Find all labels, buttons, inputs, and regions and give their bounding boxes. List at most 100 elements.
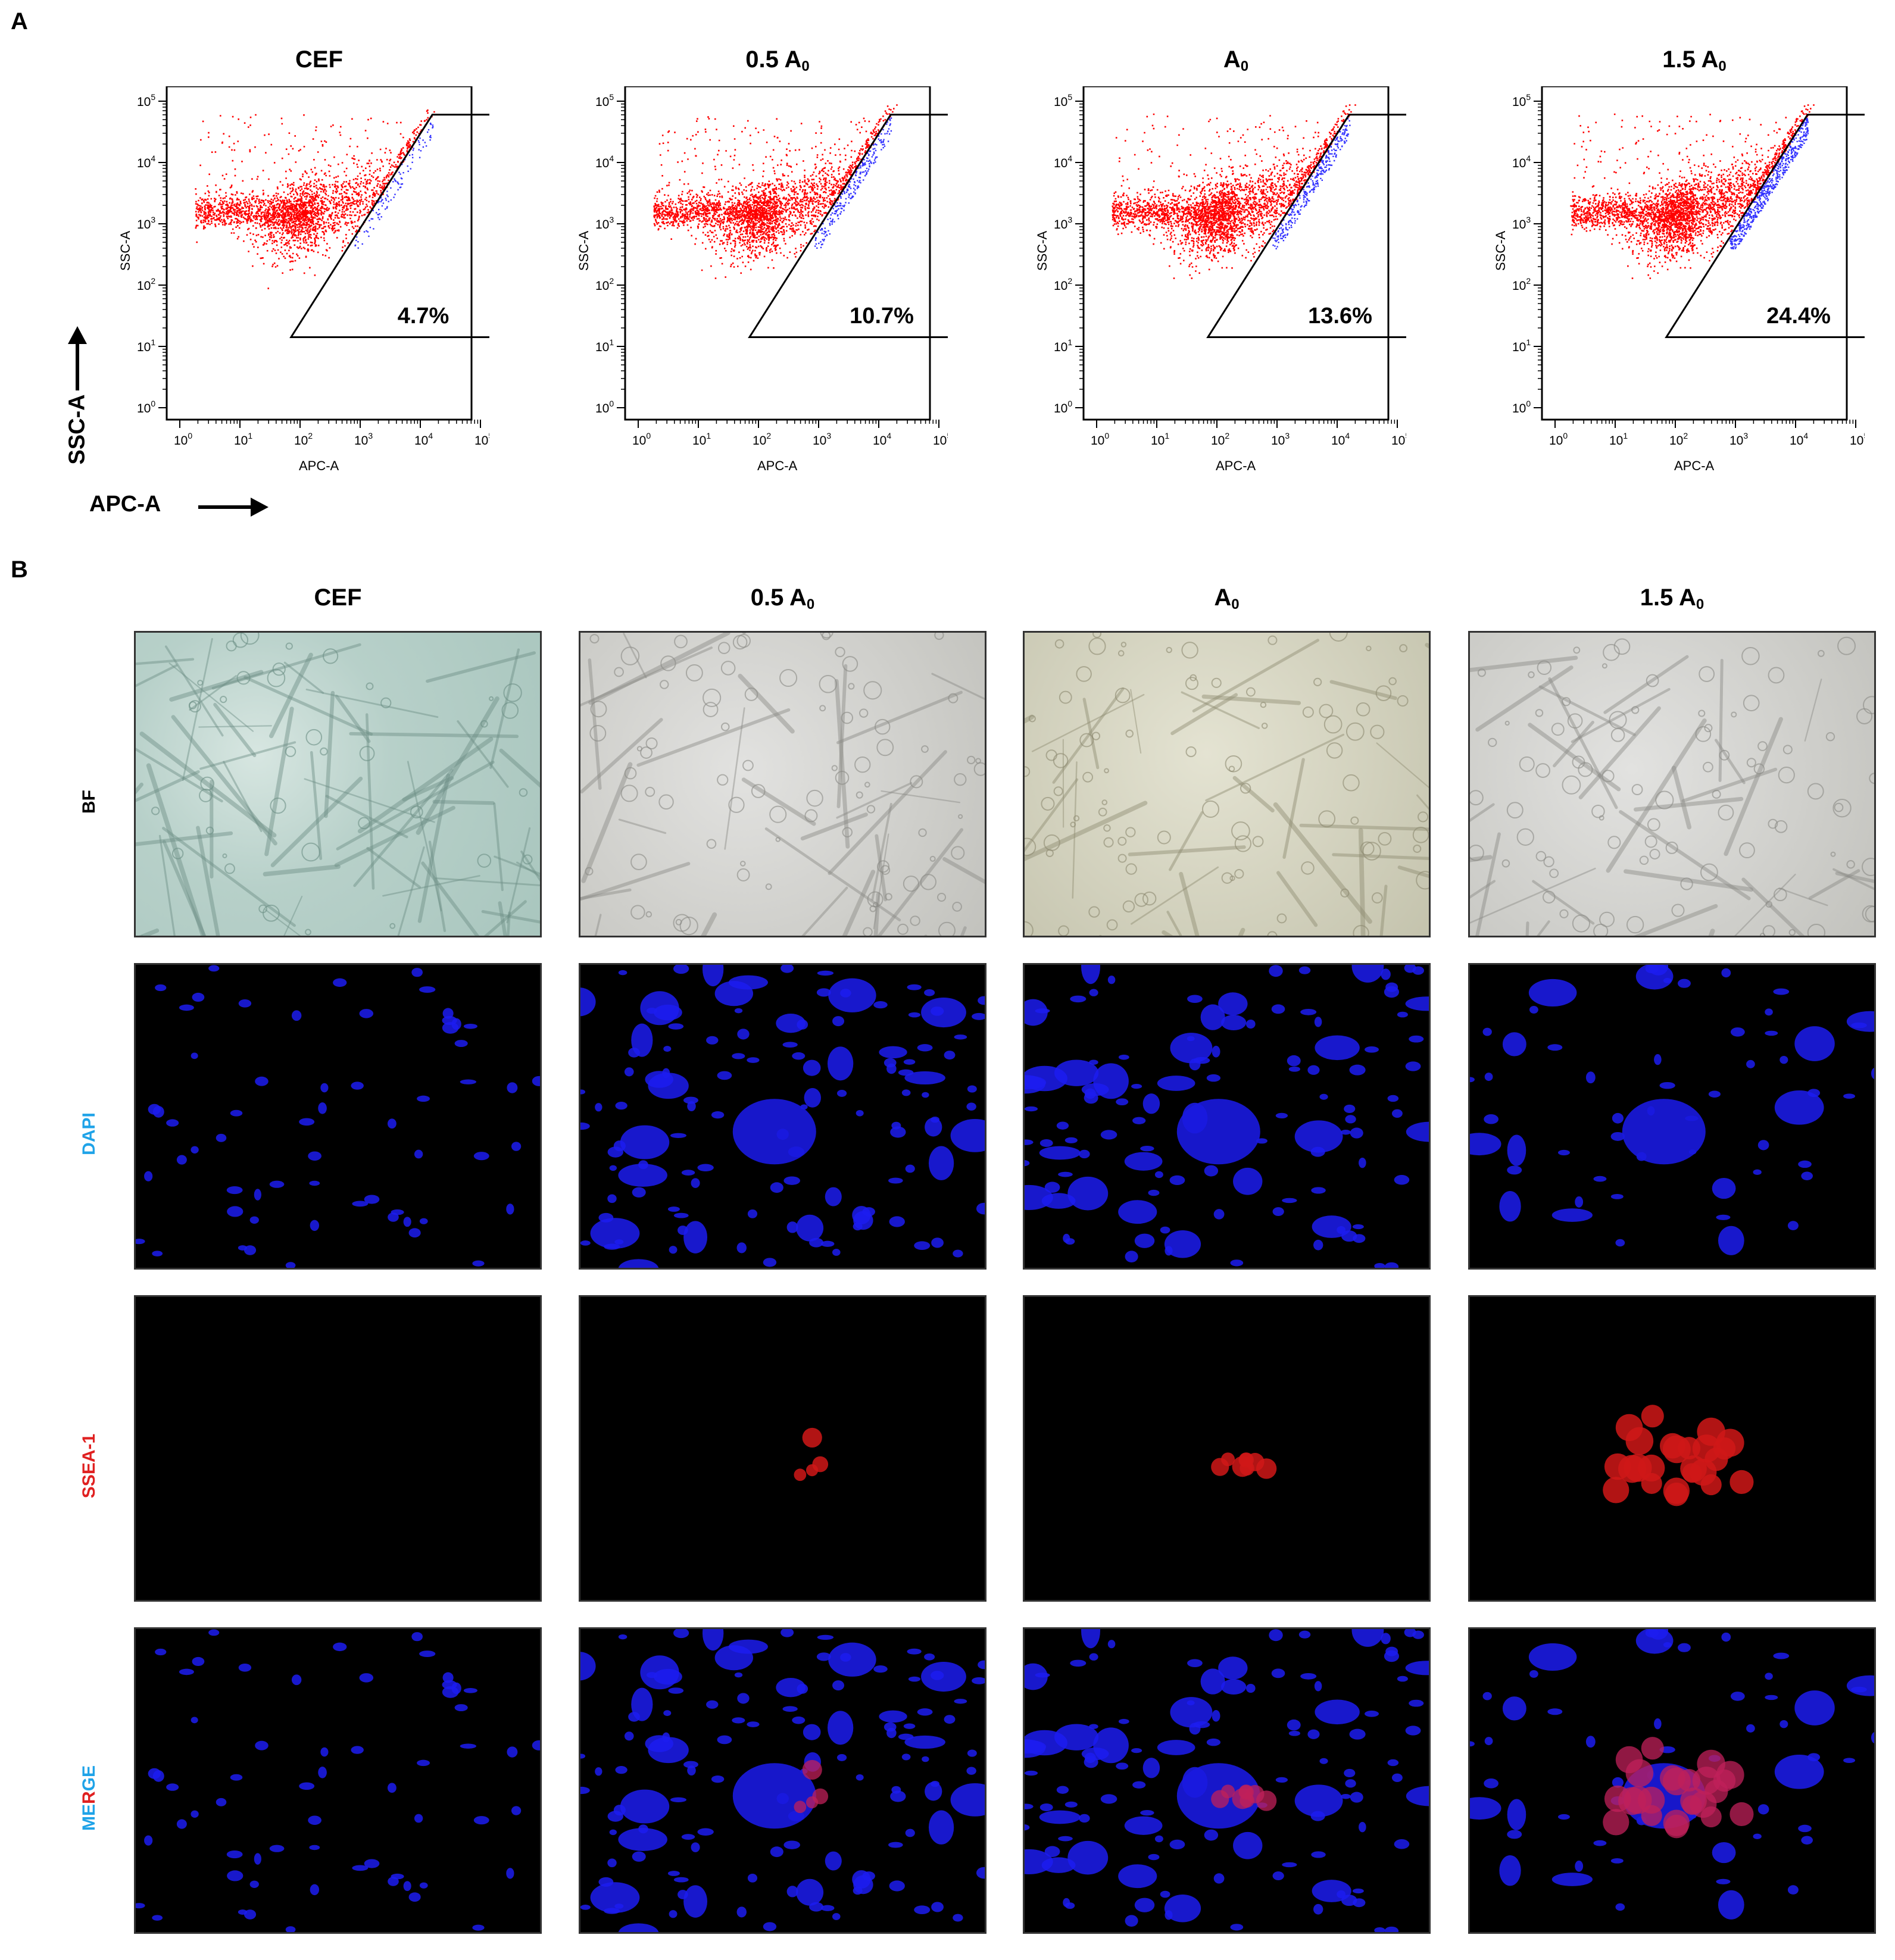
y-axis-label: SSC-A xyxy=(1035,230,1050,271)
y-tick-label: 104 xyxy=(1512,154,1531,170)
flow-plot-title: CEF xyxy=(141,46,498,73)
flow-plot-title: A0 xyxy=(1057,46,1415,75)
row-label-bf: BF xyxy=(79,790,99,814)
micrograph-texture xyxy=(1025,633,1429,936)
column-title: A0 xyxy=(1048,584,1406,613)
ssea1-image xyxy=(134,1295,542,1602)
y-tick-label: 105 xyxy=(1054,92,1072,109)
flow-plot-title-text: 1.5 A xyxy=(1662,46,1719,73)
x-tick-label: 100 xyxy=(1549,431,1568,448)
micrograph-texture xyxy=(1603,1405,1754,1506)
x-tick-label: 104 xyxy=(873,431,891,448)
dapi-image xyxy=(579,963,986,1270)
gate-polygon[interactable] xyxy=(748,114,948,339)
x-tick-label: 100 xyxy=(1091,431,1109,448)
y-tick-label: 102 xyxy=(595,276,614,293)
flow-plot-title-text: A xyxy=(1223,46,1241,73)
x-axis-label: APC-A xyxy=(299,458,339,473)
merge-image xyxy=(134,1627,542,1934)
plot-frame xyxy=(1082,86,1390,421)
x-tick-label: 105 xyxy=(1850,431,1865,448)
micrograph-texture xyxy=(136,633,540,936)
scatter-events xyxy=(653,104,898,279)
gate-polygon[interactable] xyxy=(1665,114,1865,339)
x-tick-label: 102 xyxy=(1669,431,1688,448)
x-axis-label: APC-A xyxy=(1674,458,1715,473)
micrograph-texture xyxy=(1025,1629,1429,1932)
row-label-merge: MERGE xyxy=(79,1709,99,1887)
x-tick-label: 104 xyxy=(1790,431,1808,448)
flow-plot: 100 100 101 101 102 102 103 103 104 104 105 105 APC-… xyxy=(118,86,489,473)
red-event-points xyxy=(1570,104,1815,279)
big-x-axis-label: APC-A xyxy=(89,492,161,517)
column-title-text: 0.5 A xyxy=(750,584,807,611)
gate-polygon[interactable] xyxy=(1206,114,1406,339)
y-tick-label: 102 xyxy=(1512,276,1531,293)
y-tick-label: 102 xyxy=(137,276,155,293)
bf-image xyxy=(579,631,986,937)
gate-polygon[interactable] xyxy=(289,114,489,339)
blue-gated-points xyxy=(1272,118,1351,249)
y-tick-label: 104 xyxy=(137,154,155,170)
micrograph-texture xyxy=(1470,636,1874,936)
column-title-subscript: 0 xyxy=(1231,596,1240,612)
column-title: CEF xyxy=(160,584,517,611)
y-tick-label: 101 xyxy=(1512,337,1531,354)
x-tick-label: 101 xyxy=(692,431,711,448)
merge-part-1: ME xyxy=(79,1804,99,1831)
y-axis-label: SSC-A xyxy=(1493,230,1508,271)
y-tick-label: 103 xyxy=(137,215,155,232)
micrograph-texture xyxy=(1470,1629,1874,1920)
plot-frame xyxy=(1541,86,1848,421)
y-axis-label: SSC-A xyxy=(576,230,591,271)
y-tick-label: 101 xyxy=(595,337,614,354)
big-y-axis-text: SSC-A xyxy=(64,394,90,465)
dapi-image xyxy=(1468,963,1876,1270)
y-tick-label: 103 xyxy=(1512,215,1531,232)
y-tick-label: 101 xyxy=(1054,337,1072,354)
plot-frame xyxy=(624,86,931,421)
y-tick-label: 101 xyxy=(137,337,155,354)
red-event-points xyxy=(1112,104,1356,279)
ssea1-image xyxy=(579,1295,986,1602)
flow-plot-title-subscript: 0 xyxy=(1240,58,1249,74)
merge-image xyxy=(1023,1627,1431,1934)
row-label-ssea1: SSEA-1 xyxy=(79,1433,99,1499)
x-tick-label: 103 xyxy=(354,431,373,448)
y-tick-label: 104 xyxy=(595,154,614,170)
micrograph-texture xyxy=(580,965,985,1268)
red-event-points xyxy=(195,109,435,289)
red-event-points xyxy=(653,104,898,279)
merge-part-2: R xyxy=(79,1791,99,1805)
column-title-text: 1.5 A xyxy=(1640,584,1696,611)
row-label-dapi: DAPI xyxy=(79,1112,99,1155)
column-title-subscript: 0 xyxy=(1696,596,1704,612)
gate-percentage: 4.7% xyxy=(398,304,449,329)
y-tick-label: 105 xyxy=(137,92,155,109)
dapi-image xyxy=(1023,963,1431,1270)
micrograph-texture xyxy=(580,633,985,936)
y-tick-label: 100 xyxy=(1512,399,1531,415)
gate-percentage: 10.7% xyxy=(850,304,914,329)
micrograph-texture xyxy=(136,965,540,1268)
x-tick-label: 101 xyxy=(1151,431,1169,448)
x-tick-label: 102 xyxy=(753,431,771,448)
x-tick-label: 105 xyxy=(474,431,489,448)
y-axis-label: SSC-A xyxy=(118,230,133,271)
x-tick-label: 100 xyxy=(632,431,651,448)
y-tick-label: 104 xyxy=(1054,154,1072,170)
right-arrow-icon xyxy=(198,498,269,517)
flow-plot-title-subscript: 0 xyxy=(1718,58,1727,74)
x-tick-label: 104 xyxy=(1331,431,1350,448)
flow-plot: 100 100 101 101 102 102 103 103 104 104 105 105 APC-… xyxy=(1035,86,1406,473)
bf-image xyxy=(1468,631,1876,937)
column-title: 1.5 A0 xyxy=(1494,584,1851,613)
gate-percentage: 13.6% xyxy=(1308,304,1372,329)
flow-plot-title: 1.5 A0 xyxy=(1516,46,1873,75)
flow-plot-title-subscript: 0 xyxy=(801,58,810,74)
y-tick-label: 103 xyxy=(595,215,614,232)
x-tick-label: 105 xyxy=(933,431,948,448)
micrograph-texture xyxy=(1211,1452,1277,1479)
x-tick-label: 101 xyxy=(1609,431,1628,448)
column-title-text: A xyxy=(1214,584,1232,611)
